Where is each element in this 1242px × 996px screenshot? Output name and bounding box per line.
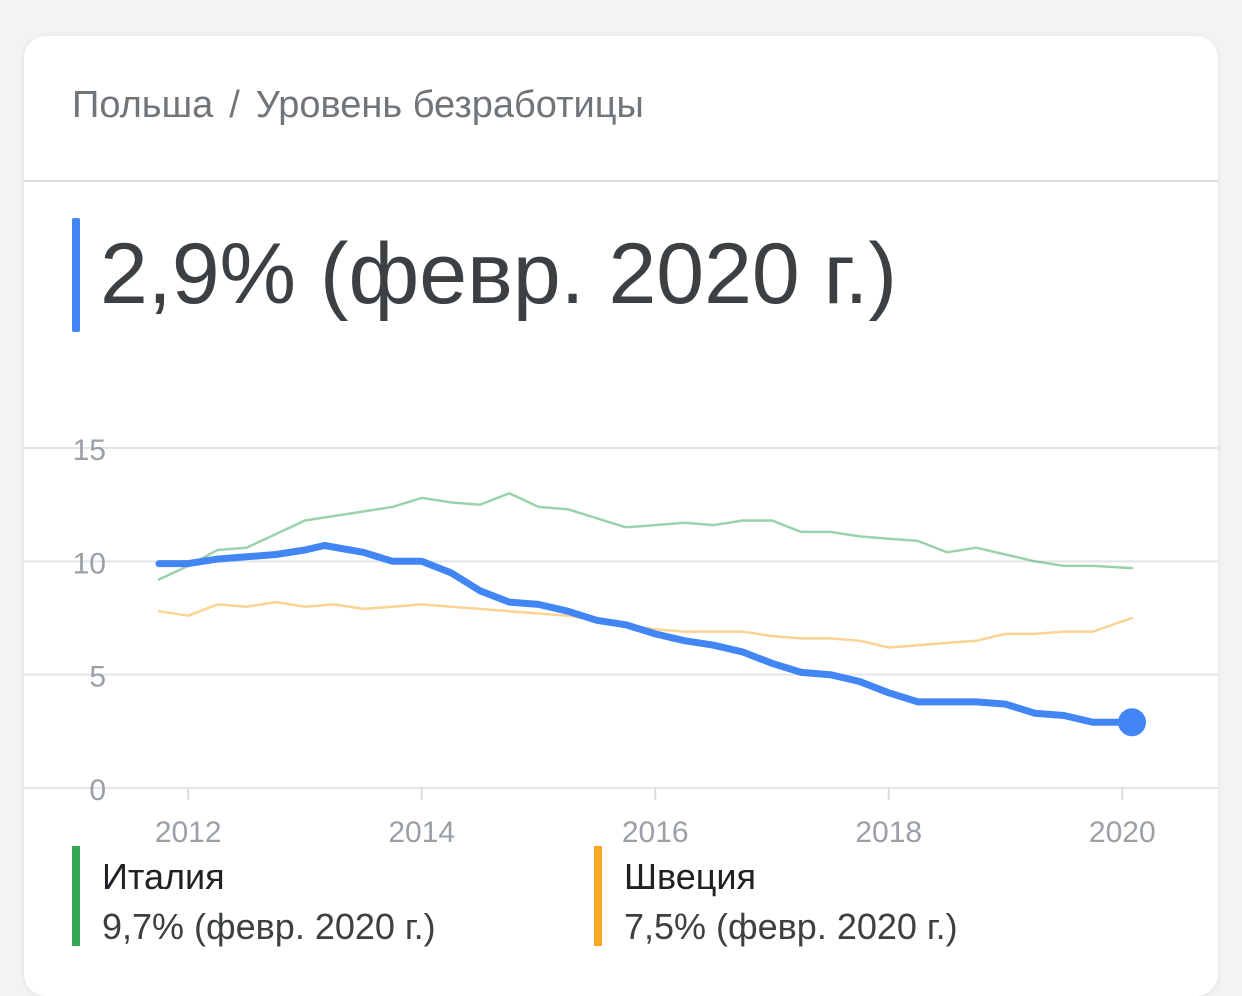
breadcrumb: Польша / Уровень безработицы	[72, 84, 644, 127]
legend-value: 7,5% (февр. 2020 г.)	[624, 906, 958, 947]
legend-name: Италия	[102, 856, 225, 897]
y-tick-label: 5	[89, 661, 106, 694]
x-tick-label: 2018	[855, 816, 922, 846]
breadcrumb-metric: Уровень безработицы	[255, 84, 644, 126]
legend-value: 9,7% (февр. 2020 г.)	[102, 906, 436, 947]
unemployment-line-chart[interactable]: 0 5 10 15 2012 2014 2016 2018 2020	[24, 376, 1218, 846]
y-tick-label: 15	[73, 434, 106, 467]
card-header: Польша / Уровень безработицы	[24, 36, 1218, 182]
legend-color-bar	[594, 846, 602, 946]
unemployment-card: Польша / Уровень безработицы 2,9% (февр. 2…	[24, 36, 1218, 996]
latest-point-marker	[1118, 708, 1146, 737]
x-tick-label: 2014	[388, 816, 455, 846]
legend-color-bar	[72, 846, 80, 946]
breadcrumb-country[interactable]: Польша	[72, 84, 214, 126]
legend-name: Швеция	[624, 856, 756, 897]
x-tick-label: 2016	[622, 816, 689, 846]
y-tick-label: 10	[73, 547, 106, 580]
headline-color-bar	[72, 218, 80, 332]
y-tick-label: 0	[89, 774, 106, 807]
series-line-poland	[155, 542, 1136, 726]
x-tick-label: 2012	[155, 816, 222, 846]
headline-value: 2,9% (февр. 2020 г.)	[100, 226, 898, 322]
x-tick-label: 2020	[1089, 816, 1156, 846]
series-line-sweden	[157, 600, 1134, 649]
series-line-italy	[157, 492, 1134, 581]
breadcrumb-separator: /	[229, 84, 240, 126]
